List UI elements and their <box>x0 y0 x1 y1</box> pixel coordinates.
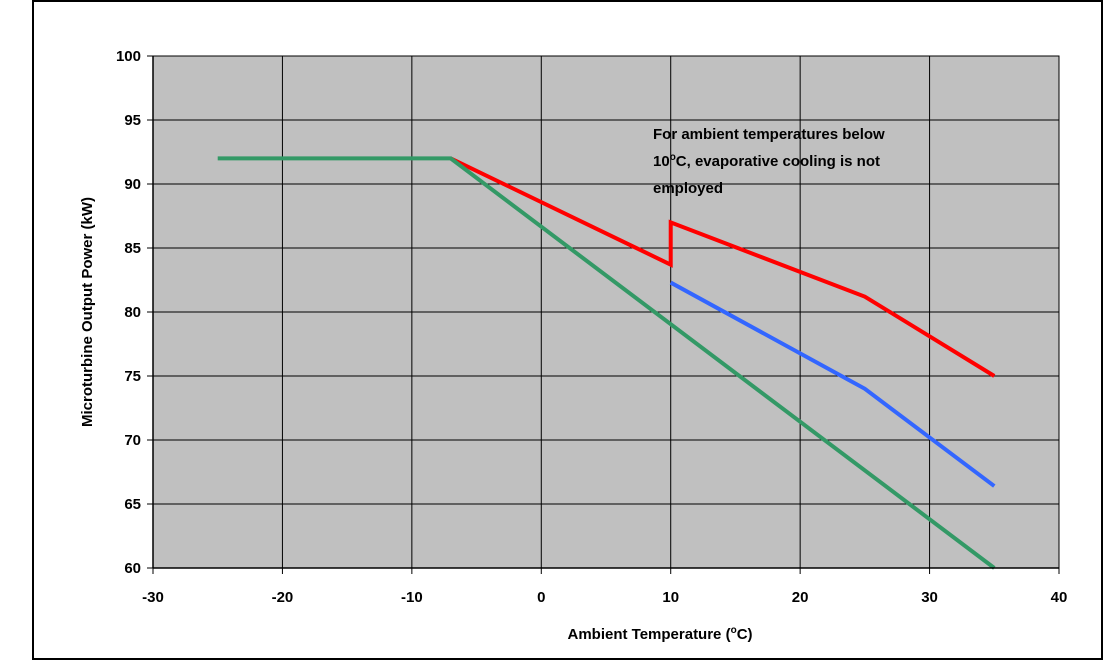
x-tick-label: -10 <box>401 589 423 606</box>
x-tick-label: 0 <box>537 589 545 606</box>
x-axis-title-end: C) <box>737 626 753 643</box>
y-tick-label: 100 <box>116 48 141 65</box>
series-line-1 <box>449 156 996 378</box>
y-tick-label: 70 <box>124 432 141 449</box>
y-tick-label: 60 <box>124 560 141 577</box>
tick-labels: -30 -20 -10 0 10 20 30 40 60 65 70 75 80 85 90 95 100 <box>116 48 1067 606</box>
y-tick-label: 90 <box>124 176 141 193</box>
y-tick-label: 65 <box>124 496 141 513</box>
x-tick-label: 10 <box>662 589 679 606</box>
x-tick-label: 30 <box>921 589 938 606</box>
x-tick-label: -30 <box>142 589 164 606</box>
x-axis-title: Ambient Temperature (oC) <box>567 625 752 643</box>
y-tick-label: 95 <box>124 112 141 129</box>
y-tick-label: 80 <box>124 304 141 321</box>
x-tick-label: 40 <box>1051 589 1068 606</box>
x-tick-label: -20 <box>272 589 294 606</box>
series-line-2 <box>669 280 996 488</box>
annotation-line-2: 10oC, evaporative cooling is not <box>653 152 880 170</box>
annotation-line-2-post: C, evaporative cooling is not <box>676 153 880 170</box>
series-lines <box>217 156 996 570</box>
annotation-line-2-pre: 10 <box>653 153 670 170</box>
annotation-line-3: employed <box>653 180 723 197</box>
axes <box>147 55 1060 574</box>
y-axis-title: Microturbine Output Power (kW) <box>79 197 96 427</box>
y-tick-label: 75 <box>124 368 141 385</box>
x-axis-title-main: Ambient Temperature ( <box>567 626 730 643</box>
annotation-line-2-sup: o <box>670 152 676 163</box>
y-tick-label: 85 <box>124 240 141 257</box>
annotation-line-1: For ambient temperatures below <box>653 126 885 143</box>
x-axis-title-sup: o <box>731 625 737 636</box>
series-line-3 <box>217 156 996 570</box>
x-tick-label: 20 <box>792 589 809 606</box>
